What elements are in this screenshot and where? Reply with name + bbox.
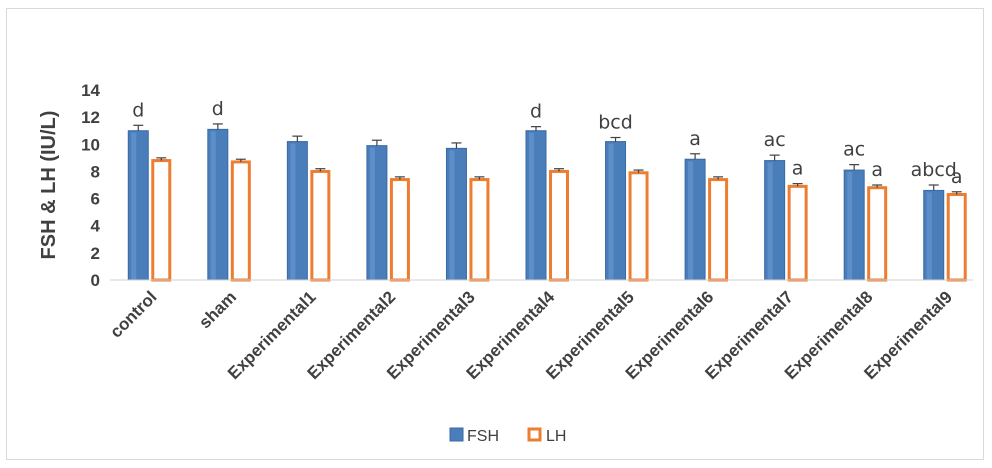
lh-bar-Experimental3 xyxy=(469,178,490,282)
fsh-bar-highlight-control xyxy=(131,132,137,280)
y-tick-0: 0 xyxy=(91,271,100,290)
fsh-bar-highlight-Experimental3 xyxy=(449,150,455,280)
lh-sig-label-Experimental9: a xyxy=(951,166,963,188)
fsh-sig-label-Experimental5: bcd xyxy=(598,112,633,134)
y-tick-2: 4 xyxy=(91,217,101,236)
fsh-sig-label-Experimental7: ac xyxy=(764,129,786,151)
lh-bar-Experimental1 xyxy=(310,169,331,282)
lh-bar-Experimental5 xyxy=(628,171,649,282)
x-tick-control: control xyxy=(106,287,160,341)
lh-bar-Experimental9 xyxy=(946,193,967,282)
fsh-sig-label-Experimental8: ac xyxy=(843,139,865,161)
lh-bar-Experimental2 xyxy=(389,178,410,282)
lh-bar-Experimental7 xyxy=(787,184,808,282)
fsh-bar-highlight-sham xyxy=(210,131,216,280)
y-tick-1: 2 xyxy=(91,244,100,263)
fsh-bar-highlight-Experimental7 xyxy=(767,162,773,280)
fsh-sig-label-Experimental9: abcd xyxy=(911,159,957,181)
x-axis-categories: control shamExperimental1Experimental2Exp… xyxy=(106,287,956,383)
fsh-sig-label-sham: d xyxy=(212,98,224,120)
fsh-bar-highlight-Experimental1 xyxy=(290,143,296,280)
legend-lh-swatch xyxy=(527,427,542,442)
y-axis-label: FSH & LH (IU/L) xyxy=(38,111,60,260)
fsh-bar-highlight-Experimental5 xyxy=(608,143,614,280)
fsh-bar-highlight-Experimental8 xyxy=(847,172,853,280)
legend-lh-label: LH xyxy=(546,428,566,445)
x-tick-sham: sham xyxy=(195,287,240,332)
legend-fsh-label: FSH xyxy=(467,428,499,445)
lh-sig-label-Experimental7: a xyxy=(792,158,804,180)
fsh-bar-highlight-Experimental9 xyxy=(926,192,932,280)
lh-bar-Experimental6 xyxy=(708,178,729,282)
y-tick-6: 12 xyxy=(81,108,100,127)
y-tick-4: 8 xyxy=(91,162,100,181)
y-tick-7: 14 xyxy=(81,81,100,100)
fsh-sig-label-Experimental6: a xyxy=(689,128,701,150)
fsh-bar-highlight-Experimental4 xyxy=(529,132,534,280)
legend-fsh-swatch xyxy=(449,427,464,442)
fsh-sig-label-Experimental4: d xyxy=(530,101,542,123)
fsh-bar-highlight-Experimental6 xyxy=(688,161,694,280)
fsh-sig-label-control: d xyxy=(132,99,144,121)
lh-bar-Experimental8 xyxy=(867,186,888,282)
lh-bar-control xyxy=(151,159,172,282)
legend: FSH LH xyxy=(449,427,566,445)
fsh-bar-highlight-Experimental2 xyxy=(369,147,375,280)
lh-bar-Experimental4 xyxy=(549,169,569,282)
lh-sig-label-Experimental8: a xyxy=(871,159,883,181)
y-tick-5: 10 xyxy=(81,135,100,154)
lh-bar-sham xyxy=(230,160,251,282)
y-axis-ticks: 0 2 4 6 8 10 12 14 xyxy=(81,81,100,290)
y-tick-3: 6 xyxy=(91,190,100,209)
